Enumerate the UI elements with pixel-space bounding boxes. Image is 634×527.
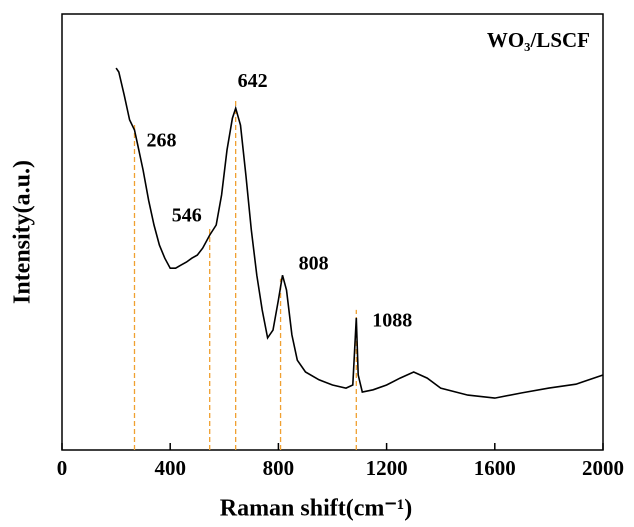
peak-label: 642 <box>238 70 268 92</box>
spectrum-line <box>115 67 604 399</box>
legend-label: WO₃/LSCF <box>487 28 590 52</box>
peak-label: 808 <box>299 252 329 274</box>
x-tick-label: 400 <box>154 456 186 480</box>
peak-label: 1088 <box>372 309 412 331</box>
x-tick-label: 800 <box>263 456 295 480</box>
y-axis-label: Intensity(a.u.) <box>10 160 36 304</box>
x-axis-label: Raman shift(cm⁻¹) <box>220 496 413 522</box>
plot-frame <box>61 13 604 451</box>
x-tick-label: 1200 <box>366 456 408 480</box>
peak-label: 268 <box>146 130 176 152</box>
x-tick-label: 1600 <box>474 456 516 480</box>
x-tick-label: 2000 <box>582 456 624 480</box>
peak-label: 546 <box>172 205 202 227</box>
x-tick-label: 0 <box>57 456 68 480</box>
